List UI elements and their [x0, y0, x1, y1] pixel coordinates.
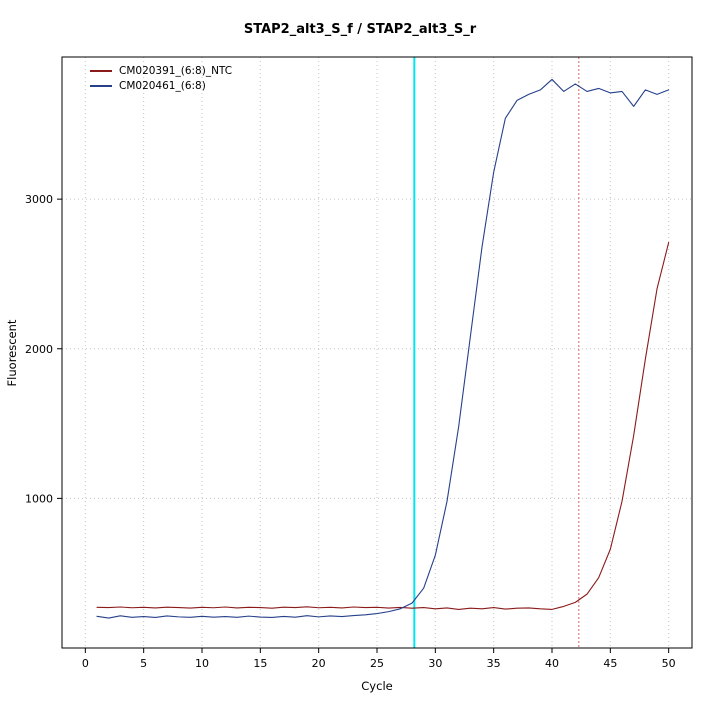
- legend-item-ntc: CM020391_(6:8)_NTC: [90, 63, 232, 78]
- legend-line-swatch-red: [90, 69, 112, 72]
- chart-title: STAP2_alt3_S_f / STAP2_alt3_S_r: [243, 22, 477, 37]
- legend: CM020391_(6:8)_NTC CM020461_(6:8): [90, 63, 232, 93]
- svg-text:35: 35: [487, 657, 501, 670]
- x-axis-label: Cycle: [361, 679, 392, 693]
- y-axis-label: Fluorescent: [5, 319, 19, 386]
- svg-text:50: 50: [662, 657, 676, 670]
- svg-text:1000: 1000: [25, 492, 53, 505]
- svg-text:5: 5: [140, 657, 147, 670]
- legend-line-swatch-blue: [90, 84, 112, 87]
- svg-text:15: 15: [253, 657, 267, 670]
- legend-item-sample: CM020461_(6:8): [90, 78, 232, 93]
- svg-text:0: 0: [82, 657, 89, 670]
- svg-text:30: 30: [428, 657, 442, 670]
- svg-text:25: 25: [370, 657, 384, 670]
- svg-text:10: 10: [195, 657, 209, 670]
- legend-label-ntc: CM020391_(6:8)_NTC: [119, 64, 233, 77]
- plot-generated-content: 0 5 10 15 20 25 30 35 40 45 50 1000 2000 3000: [25, 56, 693, 670]
- legend-label-sample: CM020461_(6:8): [119, 79, 206, 92]
- svg-text:3000: 3000: [25, 193, 53, 206]
- svg-text:45: 45: [603, 657, 617, 670]
- svg-text:40: 40: [545, 657, 559, 670]
- svg-text:2000: 2000: [25, 343, 53, 356]
- svg-text:20: 20: [312, 657, 326, 670]
